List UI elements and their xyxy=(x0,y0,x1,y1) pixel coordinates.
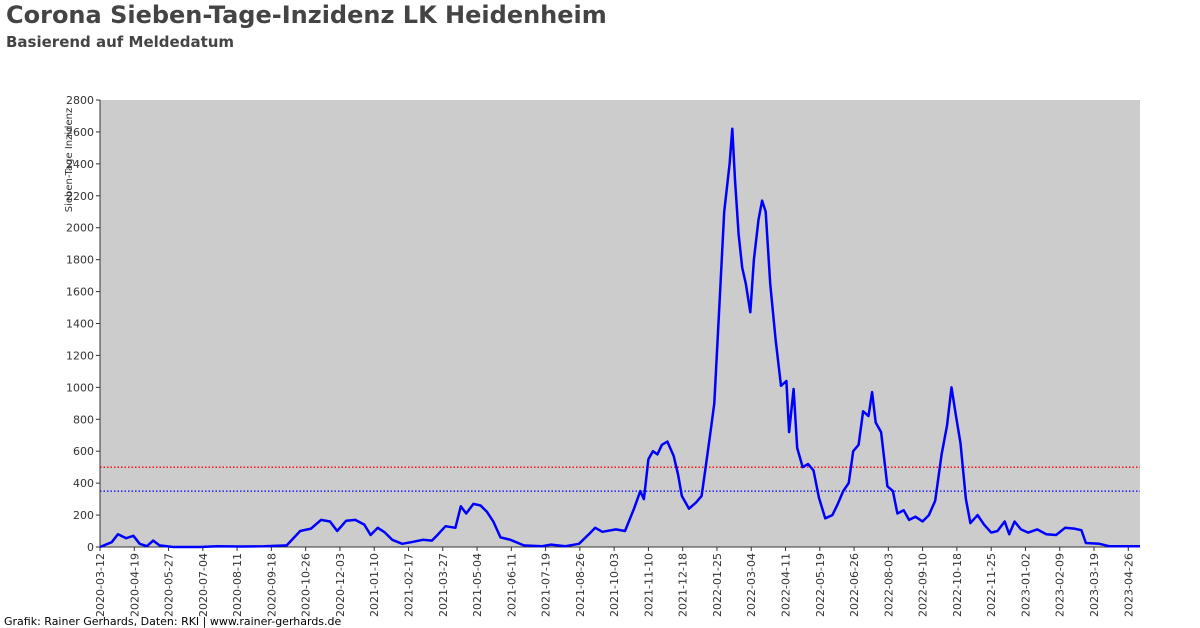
x-tick-label: 2023-03-19 xyxy=(1088,553,1101,617)
x-tick-label: 2021-06-11 xyxy=(505,553,518,617)
y-tick-label: 1200 xyxy=(66,349,94,362)
x-tick-label: 2020-08-11 xyxy=(231,553,244,617)
x-tick-label: 2022-01-25 xyxy=(711,553,724,617)
x-tick-label: 2021-05-04 xyxy=(471,553,484,617)
data-line xyxy=(99,127,1140,549)
x-tick-label: 2020-04-19 xyxy=(128,553,141,617)
y-tick-label: 2200 xyxy=(66,190,94,203)
x-tick-label: 2022-10-18 xyxy=(951,553,964,617)
x-tick-label: 2021-01-10 xyxy=(368,553,381,617)
x-tick-label: 2022-09-10 xyxy=(917,553,930,617)
x-tick-label: 2021-11-10 xyxy=(642,553,655,617)
x-tick-label: 2020-05-27 xyxy=(163,553,176,617)
y-tick-label: 0 xyxy=(87,541,94,554)
y-tick-label: 2600 xyxy=(66,126,94,139)
footer: Grafik: Rainer Gerhards, Daten: RKI | ww… xyxy=(4,615,342,628)
y-tick-label: 2400 xyxy=(66,158,94,171)
x-tick-label: 2022-08-03 xyxy=(882,553,895,617)
x-tick-label: 2021-08-26 xyxy=(574,553,587,617)
y-tick-label: 2800 xyxy=(66,94,94,107)
x-tick-label: 2022-05-19 xyxy=(814,553,827,617)
y-tick-label: 1800 xyxy=(66,254,94,267)
x-tick-label: 2020-10-26 xyxy=(300,553,313,617)
x-tick-label: 2021-03-27 xyxy=(437,553,450,617)
chart-title: Corona Sieben-Tage-Inzidenz LK Heidenhei… xyxy=(6,1,607,29)
y-tick-label: 1400 xyxy=(66,318,94,331)
x-tick-label: 2022-04-11 xyxy=(780,553,793,617)
y-tick-label: 800 xyxy=(73,413,94,426)
x-tick-label: 2021-10-03 xyxy=(608,553,621,617)
x-tick-label: 2020-07-04 xyxy=(197,553,210,617)
x-tick-label: 2021-02-17 xyxy=(402,553,415,617)
x-tick-label: 2022-11-25 xyxy=(985,553,998,617)
y-axis-label: Sieben-Tage Inzidenz xyxy=(64,108,75,212)
y-tick-label: 200 xyxy=(73,509,94,522)
y-tick-label: 1000 xyxy=(66,381,94,394)
x-tick-label: 2020-12-03 xyxy=(334,553,347,617)
chart-subtitle: Basierend auf Meldedatum xyxy=(6,33,234,51)
x-tick-label: 2021-07-19 xyxy=(540,553,553,617)
x-tick-label: 2020-03-12 xyxy=(94,553,107,617)
x-tick-label: 2023-02-09 xyxy=(1054,553,1067,617)
x-tick-label: 2020-09-18 xyxy=(265,553,278,617)
y-tick-label: 400 xyxy=(73,477,94,490)
y-tick-label: 600 xyxy=(73,445,94,458)
plot-area xyxy=(100,100,1140,547)
x-tick-label: 2023-01-02 xyxy=(1019,553,1032,617)
y-tick-label: 1600 xyxy=(66,286,94,299)
x-tick-label: 2023-04-26 xyxy=(1122,553,1135,617)
x-tick-label: 2022-06-26 xyxy=(848,553,861,617)
x-tick-label: 2022-03-04 xyxy=(745,553,758,617)
y-tick-label: 2000 xyxy=(66,222,94,235)
x-tick-label: 2021-12-18 xyxy=(677,553,690,617)
